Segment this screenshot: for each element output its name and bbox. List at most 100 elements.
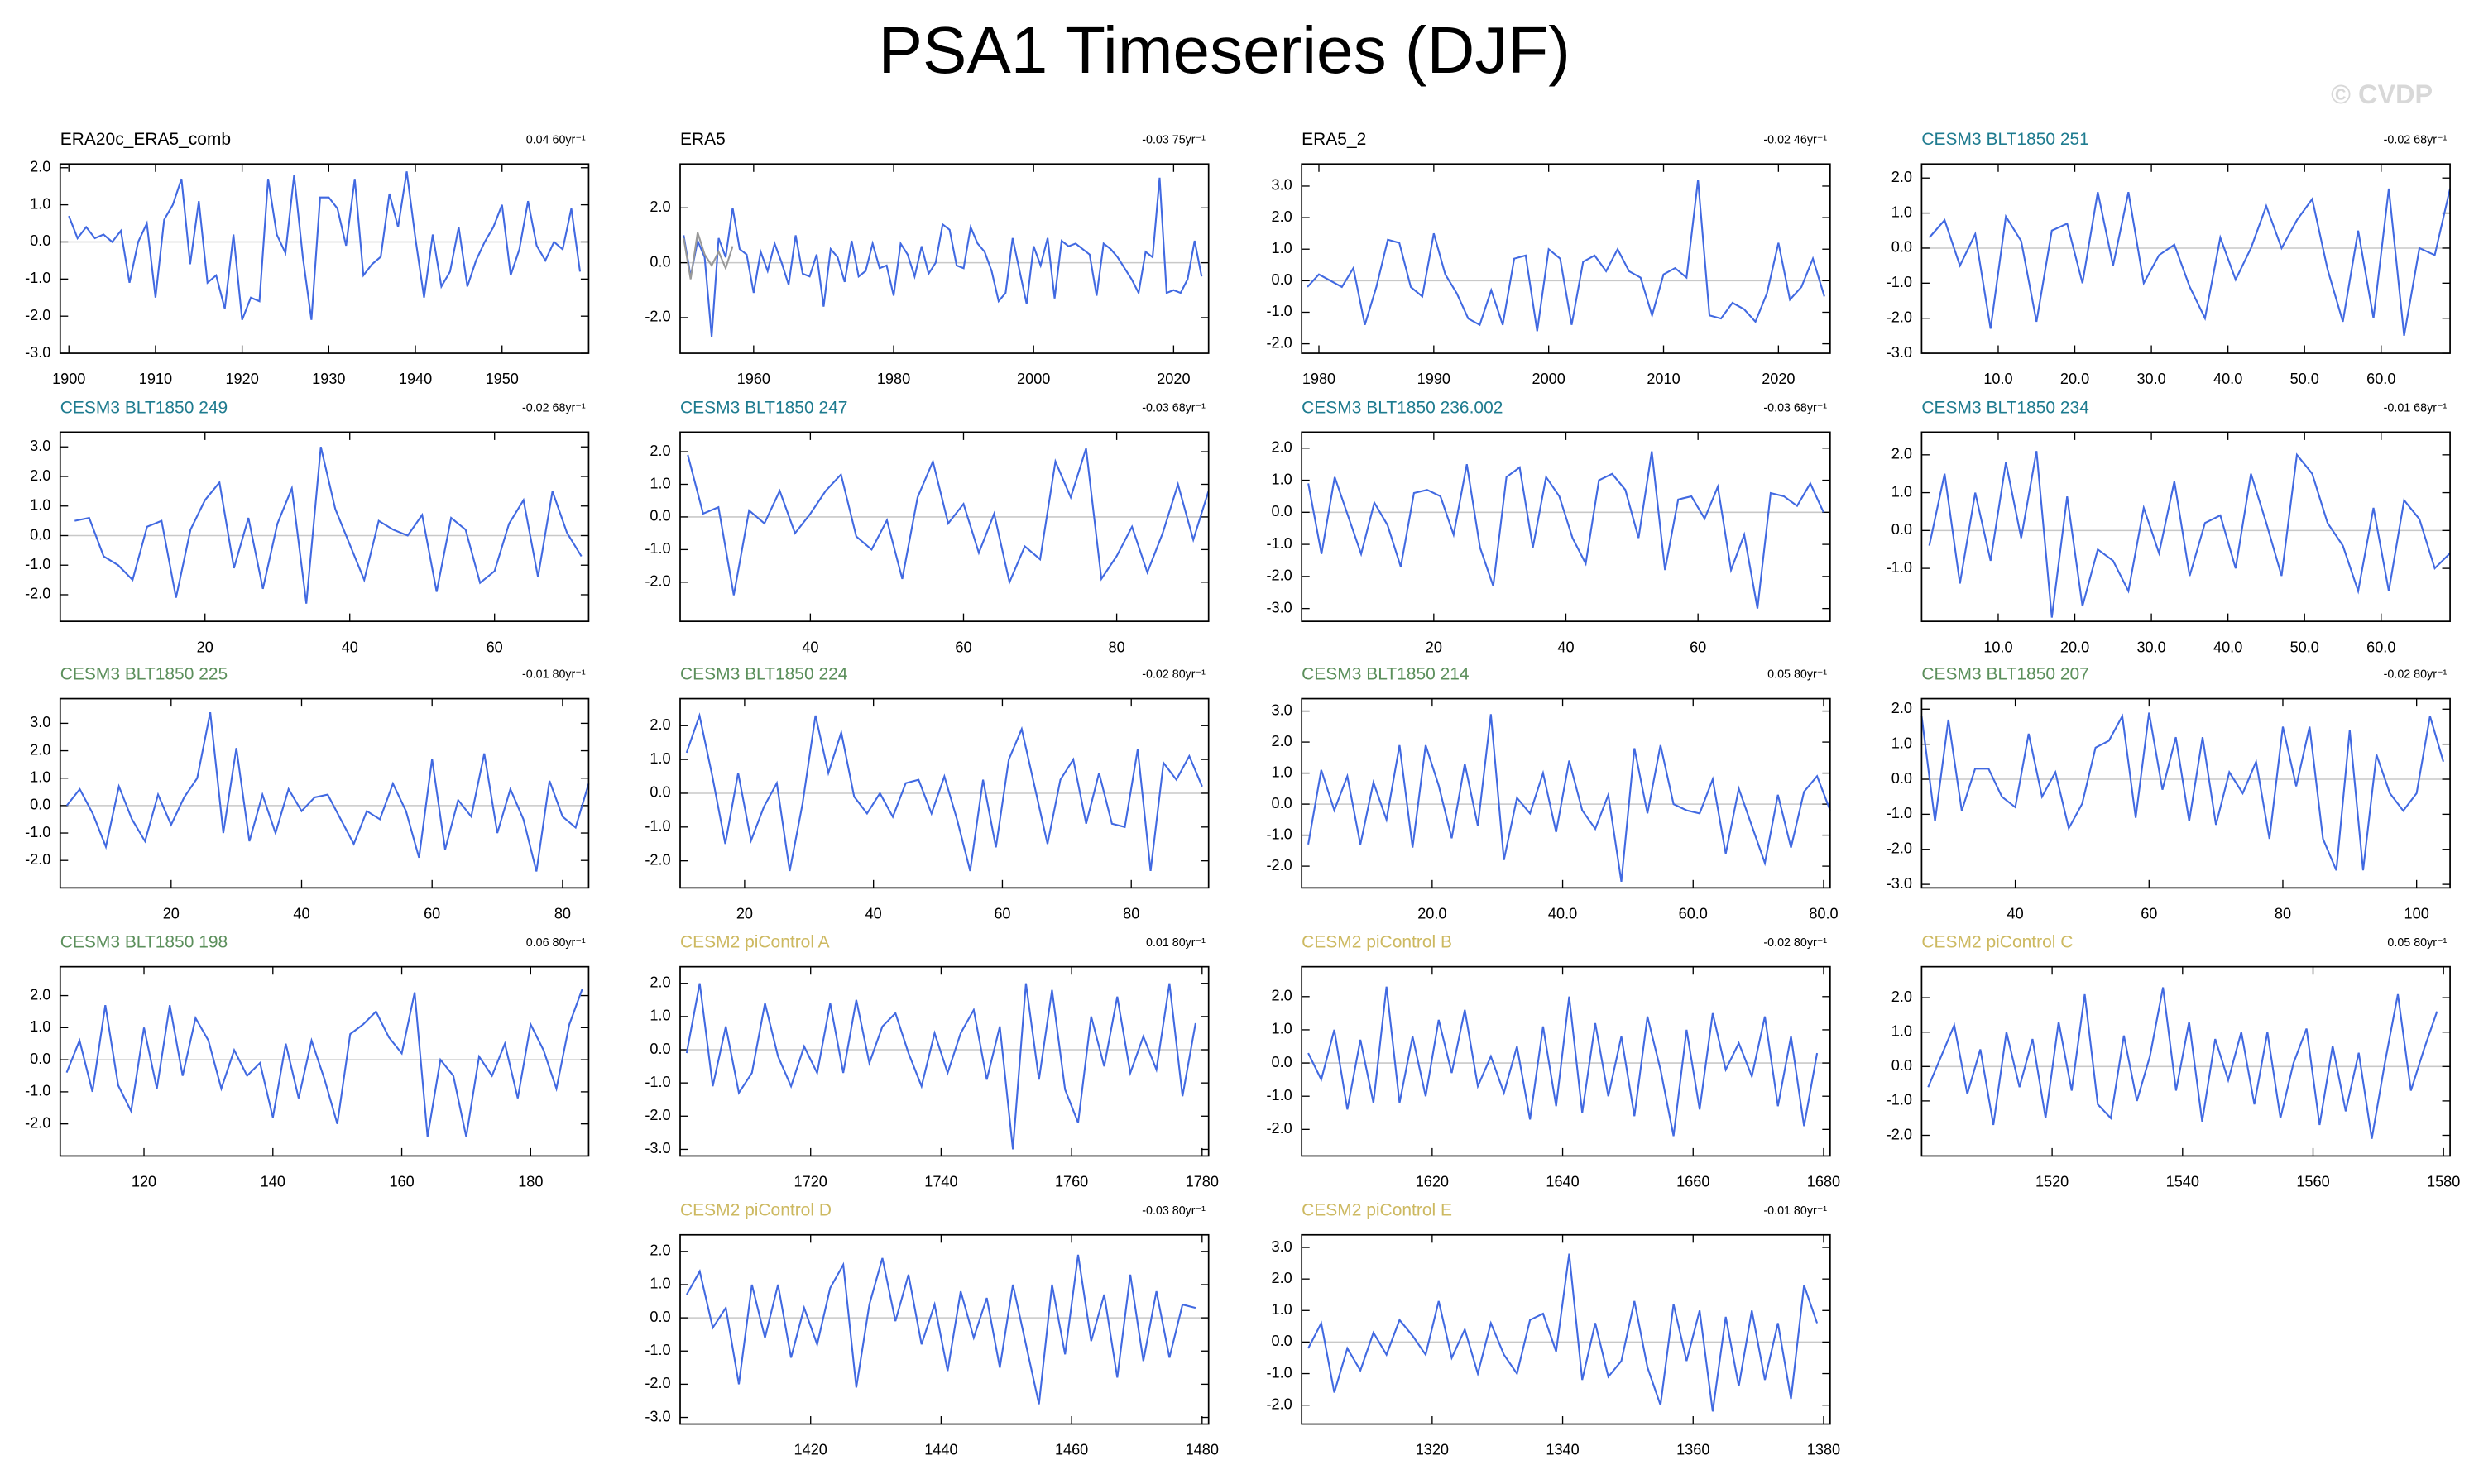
trend-label: -0.03 68yr⁻¹ — [1142, 402, 1206, 415]
figure-title: PSA1 Timeseries (DJF) — [879, 13, 1570, 87]
x-tick-label: 1620 — [1416, 1174, 1449, 1190]
x-tick-label: 1950 — [486, 371, 519, 387]
y-tick-label: 0.0 — [30, 1051, 50, 1067]
plot-frame — [59, 965, 590, 1157]
x-tick-label: 80.0 — [1809, 906, 1838, 922]
trend-label: -0.02 46yr⁻¹ — [1763, 133, 1827, 146]
y-tick-label: 0.0 — [650, 1041, 670, 1057]
x-tick-label: 60 — [424, 906, 440, 922]
y-tick-label: 0.0 — [30, 797, 50, 813]
plot-frame — [59, 163, 590, 354]
x-tick-label: 1910 — [139, 371, 172, 387]
x-tick-label: 1580 — [2427, 1174, 2460, 1190]
y-tick-label: 1.0 — [30, 769, 50, 786]
y-tick-label: 2.0 — [1272, 988, 1292, 1004]
series-line — [685, 712, 1203, 872]
series-line — [1307, 714, 1831, 883]
y-tick-label: 0.0 — [1272, 503, 1292, 519]
x-tick-label: 40.0 — [2213, 639, 2242, 655]
x-tick-label: 1660 — [1676, 1174, 1709, 1190]
y-tick-label: 1.0 — [650, 750, 670, 767]
y-tick-label: 0.0 — [650, 508, 670, 524]
panel-title: CESM3 BLT1850 207 — [1921, 665, 2088, 684]
trend-label: -0.02 68yr⁻¹ — [2384, 133, 2448, 146]
series-line — [685, 983, 1196, 1150]
trend-label: 0.05 80yr⁻¹ — [2387, 936, 2447, 950]
series-line — [1927, 987, 2438, 1139]
y-tick-label: -3.0 — [1267, 599, 1292, 615]
series-line — [1307, 1253, 1819, 1412]
y-tick-label: 2.0 — [650, 199, 670, 215]
y-tick-label: -1.0 — [1887, 805, 1912, 821]
x-tick-label: 80 — [2275, 906, 2291, 922]
y-tick-label: 1.0 — [1891, 1022, 1912, 1039]
x-tick-label: 1640 — [1546, 1174, 1579, 1190]
trend-label: -0.02 80yr⁻¹ — [1142, 668, 1206, 682]
y-tick-label: -2.0 — [1267, 567, 1292, 584]
y-tick-label: 2.0 — [30, 467, 50, 484]
x-tick-label: 1560 — [2296, 1174, 2329, 1190]
y-tick-label: -3.0 — [645, 1140, 670, 1156]
trend-label: -0.03 75yr⁻¹ — [1142, 133, 1206, 146]
y-tick-label: -1.0 — [1267, 1364, 1292, 1381]
y-tick-label: -1.0 — [25, 1083, 50, 1099]
plot-frame — [1301, 431, 1831, 623]
y-tick-label: 3.0 — [1272, 701, 1292, 718]
panel-title: CESM3 BLT1850 225 — [60, 665, 228, 684]
y-tick-label: -1.0 — [1887, 1092, 1912, 1108]
x-tick-label: 1380 — [1807, 1442, 1840, 1458]
panel-title: CESM3 BLT1850 249 — [60, 398, 228, 417]
x-tick-label: 1990 — [1417, 371, 1450, 387]
trend-label: -0.01 80yr⁻¹ — [1763, 1204, 1827, 1218]
x-tick-label: 1480 — [1186, 1442, 1219, 1458]
x-tick-label: 2020 — [1157, 371, 1190, 387]
x-tick-label: 40 — [802, 639, 818, 655]
y-tick-label: -3.0 — [1887, 344, 1912, 361]
plot-frame — [1301, 1233, 1831, 1425]
y-tick-label: 2.0 — [1272, 208, 1292, 225]
series-line — [683, 232, 734, 280]
series-line — [65, 711, 590, 872]
y-tick-label: -1.0 — [1267, 303, 1292, 319]
x-tick-label: 40 — [865, 906, 882, 922]
x-tick-label: 60 — [1690, 639, 1706, 655]
series-line — [1928, 188, 2452, 337]
plot-frame — [1920, 431, 2451, 623]
panel-title: ERA5_2 — [1302, 130, 1366, 149]
y-tick-label: -1.0 — [645, 818, 670, 835]
y-tick-label: 1.0 — [1891, 483, 1912, 500]
x-tick-label: 40 — [293, 906, 309, 922]
x-tick-label: 20.0 — [2060, 371, 2089, 387]
x-tick-label: 140 — [261, 1174, 285, 1190]
y-tick-label: -2.0 — [645, 1107, 670, 1123]
y-tick-label: 0.0 — [650, 784, 670, 801]
x-tick-label: 1920 — [225, 371, 258, 387]
panel-title: CESM2 piControl C — [1921, 933, 2073, 952]
panel-title: CESM2 piControl E — [1302, 1201, 1452, 1220]
x-tick-label: 60 — [2141, 906, 2157, 922]
y-tick-label: -1.0 — [645, 1074, 670, 1090]
y-tick-label: 1.0 — [650, 1008, 670, 1024]
x-tick-label: 100 — [2404, 906, 2429, 922]
panel-title: CESM3 BLT1850 234 — [1921, 398, 2089, 417]
x-tick-label: 1340 — [1546, 1442, 1579, 1458]
series-line — [1928, 451, 2451, 618]
x-tick-label: 80 — [1123, 906, 1139, 922]
plot-frame — [59, 431, 590, 623]
y-tick-label: -1.0 — [25, 556, 50, 572]
series-line — [1307, 180, 1825, 332]
y-tick-label: -2.0 — [1267, 857, 1292, 874]
x-tick-label: 40 — [1557, 639, 1574, 655]
series-line — [1307, 986, 1819, 1137]
x-tick-label: 60.0 — [2366, 371, 2395, 387]
x-tick-label: 1760 — [1055, 1174, 1088, 1190]
x-tick-label: 40.0 — [1548, 906, 1577, 922]
x-tick-label: 180 — [518, 1174, 543, 1190]
y-tick-label: 0.0 — [1891, 239, 1912, 256]
series-line — [68, 171, 582, 321]
y-tick-label: -2.0 — [25, 1114, 50, 1131]
x-tick-label: 20 — [197, 639, 213, 655]
panel-title: CESM3 BLT1850 236.002 — [1302, 398, 1503, 417]
y-tick-label: -2.0 — [645, 851, 670, 868]
